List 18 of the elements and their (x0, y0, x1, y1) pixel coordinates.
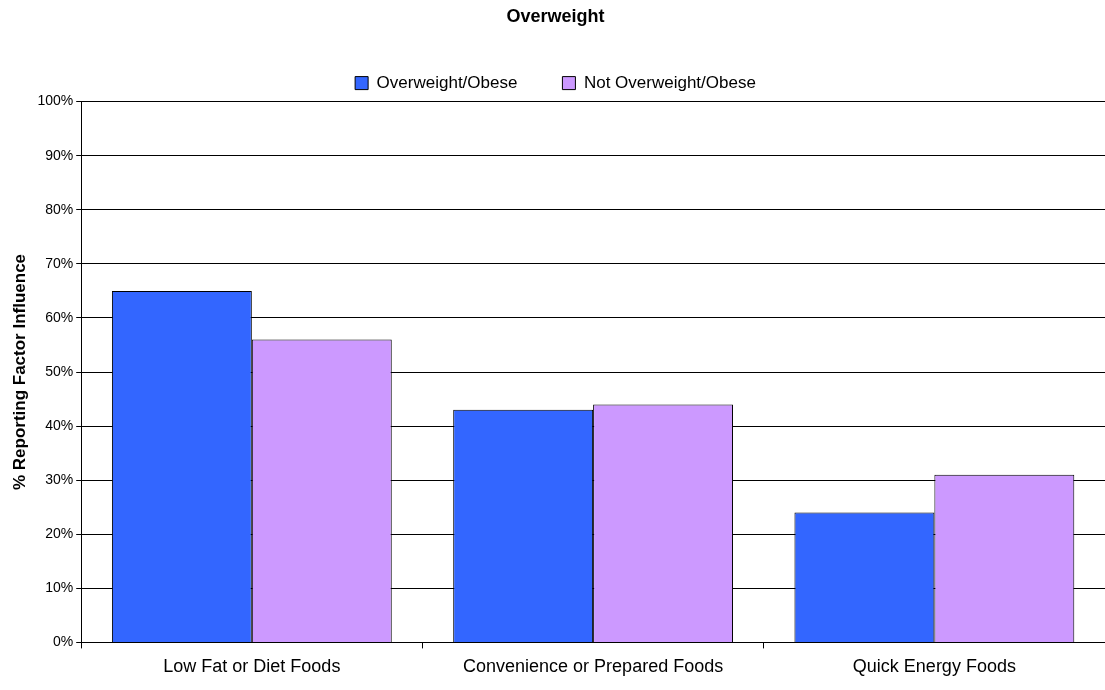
x-tick-label: Low Fat or Diet Foods (163, 656, 341, 677)
y-tick-label: 80% (45, 200, 74, 217)
x-tick-label: Quick Energy Foods (852, 656, 1016, 677)
y-tick-label: 90% (45, 146, 74, 163)
legend-label: Not Overweight/Obese (583, 72, 756, 92)
chart-title: Overweight (506, 5, 605, 26)
y-tick-label: 50% (45, 362, 74, 379)
y-tick-label: 20% (45, 525, 74, 542)
y-tick-label: 40% (45, 416, 74, 433)
x-tick-label: Convenience or Prepared Foods (463, 656, 724, 677)
y-tick-label: 10% (45, 579, 74, 596)
y-tick-label: 0% (52, 633, 74, 650)
legend-label: Overweight/Obese (376, 72, 518, 92)
y-tick-label: 30% (45, 471, 74, 488)
y-tick-label: 100% (37, 92, 74, 109)
y-tick-label: 70% (45, 254, 74, 271)
y-axis-title: % Reporting Factor Influence (9, 253, 29, 491)
y-tick-label: 60% (45, 308, 74, 325)
